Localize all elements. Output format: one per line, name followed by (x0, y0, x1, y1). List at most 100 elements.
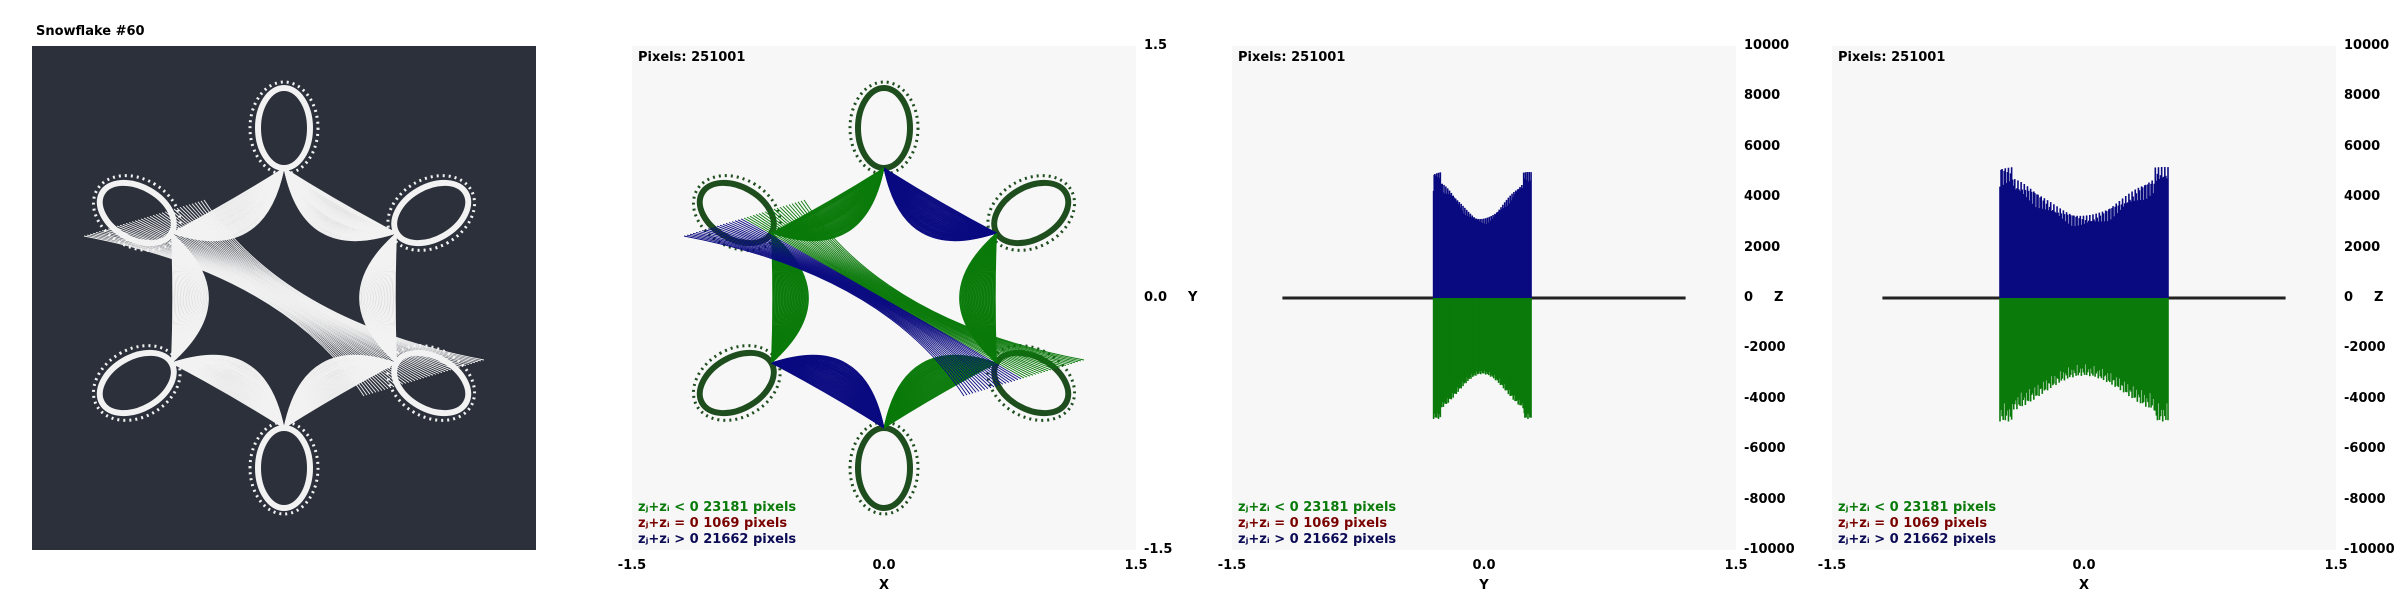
flake-lobe-fringe (248, 80, 320, 176)
flake-core-strand (158, 213, 440, 374)
legend-zero: zⱼ+zᵢ = 0 1069 pixels (638, 516, 788, 531)
flake-core-strand (188, 204, 470, 365)
flake-core-strand (797, 201, 1079, 363)
flake-strand (171, 362, 285, 429)
flake-core-strand (119, 224, 401, 386)
y-tick-label: -10000 (2344, 542, 2395, 557)
flake-core-strand (185, 205, 467, 366)
flake-core-strand (113, 226, 395, 388)
y-tick-label: 0.0 (1144, 290, 1168, 305)
xy-plot-svg (683, 80, 1085, 516)
flake-core-strand (173, 208, 455, 370)
flake-lobe-fringe (386, 174, 477, 252)
y-tick-label: -6000 (1744, 441, 1786, 457)
flake-lobe-fringe (248, 420, 320, 516)
flake-core-strand (788, 204, 1070, 365)
x-tick-label: -1.5 (1217, 558, 1247, 573)
pixels-label: Pixels: 251001 (1838, 50, 1946, 65)
flake-core-strand (116, 225, 398, 387)
y-tick-label: 6000 (1744, 138, 1781, 154)
flake-core-strand (98, 231, 380, 392)
y-tick-label: 8000 (1744, 88, 1781, 104)
flake-core-strand (713, 226, 995, 388)
y-tick-label: -6000 (2344, 441, 2386, 457)
x-tick-label: -1.5 (1817, 558, 1847, 573)
flake-lobe (696, 349, 777, 417)
flake-core-strand (197, 201, 479, 363)
y-tick-label: 6000 (2344, 138, 2381, 154)
flake-core-strand (800, 200, 1082, 362)
y-tick-label: -8000 (2344, 491, 2386, 507)
flake-core-strand (182, 205, 464, 367)
flake-core-strand (710, 227, 992, 389)
flake-core-strand (695, 231, 977, 393)
x-axis-label: X (2078, 578, 2090, 593)
flake-core-strand (152, 214, 434, 376)
y-axis-label: Z (1774, 290, 1784, 305)
flake-core-strand (149, 215, 431, 377)
flake-core-strand (749, 215, 1031, 377)
x-tick-label: 0.0 (872, 558, 896, 573)
flake-core-strand (719, 224, 1001, 386)
y-axis-label: Z (2374, 290, 2384, 305)
flake-core-strand (161, 212, 443, 374)
flake-core-strand (773, 208, 1055, 370)
flake-core-strand (746, 216, 1028, 378)
yz-plot-svg (1282, 172, 1686, 419)
x-tick-label: 1.5 (2324, 558, 2348, 573)
snowflake-image-panel (32, 46, 536, 550)
flake-core-strand (734, 220, 1016, 382)
flake-core-strand (731, 221, 1013, 382)
flake-core-strand (701, 230, 983, 391)
y-axis-label: Y (1188, 290, 1198, 305)
flake-core-strand (194, 202, 476, 364)
flake-core-strand (179, 206, 461, 368)
xz-plot-svg (1882, 166, 2286, 422)
flake-core-strand (707, 228, 989, 390)
x-tick-label: 1.5 (1124, 558, 1148, 573)
legend-zero: zⱼ+zᵢ = 0 1069 pixels (1238, 516, 1388, 531)
legend-negative: zⱼ+zᵢ < 0 23181 pixels (1838, 500, 1997, 515)
flake-core-strand (86, 234, 368, 396)
y-tick-label: 0 (2344, 290, 2354, 305)
flake-core-strand (200, 200, 482, 362)
flake-core-strand (767, 210, 1049, 372)
flake-core-strand (752, 214, 1034, 376)
flake-lobe (991, 179, 1072, 247)
flake-core-strand (137, 219, 419, 381)
flake-core-strand (716, 225, 998, 387)
legend-positive: zⱼ+zᵢ > 0 21662 pixels (1238, 532, 1397, 547)
flake-core-strand (122, 223, 404, 385)
flake-lobe-fringe (986, 174, 1077, 252)
flake-lobe-fringe (691, 344, 782, 422)
y-tick-label: 10000 (1744, 38, 1790, 53)
flake-core-strand (164, 211, 446, 373)
flake-core-strand (803, 199, 1085, 361)
flake-lobe (855, 85, 913, 171)
flake-core-strand (785, 205, 1067, 366)
flake-core-strand (737, 219, 1019, 381)
x-tick-label: 0.0 (2072, 558, 2096, 573)
y-tick-label: -2000 (1744, 340, 1786, 356)
x-axis-label: Y (1479, 578, 1489, 593)
x-tick-label: 0.0 (1472, 558, 1496, 573)
y-tick-label: 10000 (2344, 38, 2390, 53)
flake-core-strand (776, 207, 1058, 369)
flake-core-strand (104, 229, 386, 391)
flake-core-strand (95, 231, 377, 393)
flake-core-strand (722, 223, 1004, 385)
snowflake-image (83, 80, 485, 516)
flake-core-strand (107, 228, 389, 390)
flake-core-strand (101, 230, 383, 391)
flake-core-strand (146, 216, 428, 378)
legend-zero: zⱼ+zᵢ = 0 1069 pixels (1838, 516, 1988, 531)
flake-core-strand (725, 222, 1007, 384)
yz-plot-panel: Pixels: 251001 zⱼ+zᵢ < 0 23181 pixels zⱼ… (1232, 46, 1736, 550)
y-tick-label: 4000 (1744, 189, 1781, 205)
legend-negative: zⱼ+zᵢ < 0 23181 pixels (638, 500, 797, 515)
flake-core-strand (92, 232, 374, 394)
y-tick-label: -4000 (1744, 390, 1786, 406)
pixels-label: Pixels: 251001 (638, 50, 746, 65)
flake-core-strand (740, 218, 1022, 380)
xy-plot-panel: Pixels: 251001 zⱼ+zᵢ < 0 23181 pixels zⱼ… (632, 46, 1136, 550)
